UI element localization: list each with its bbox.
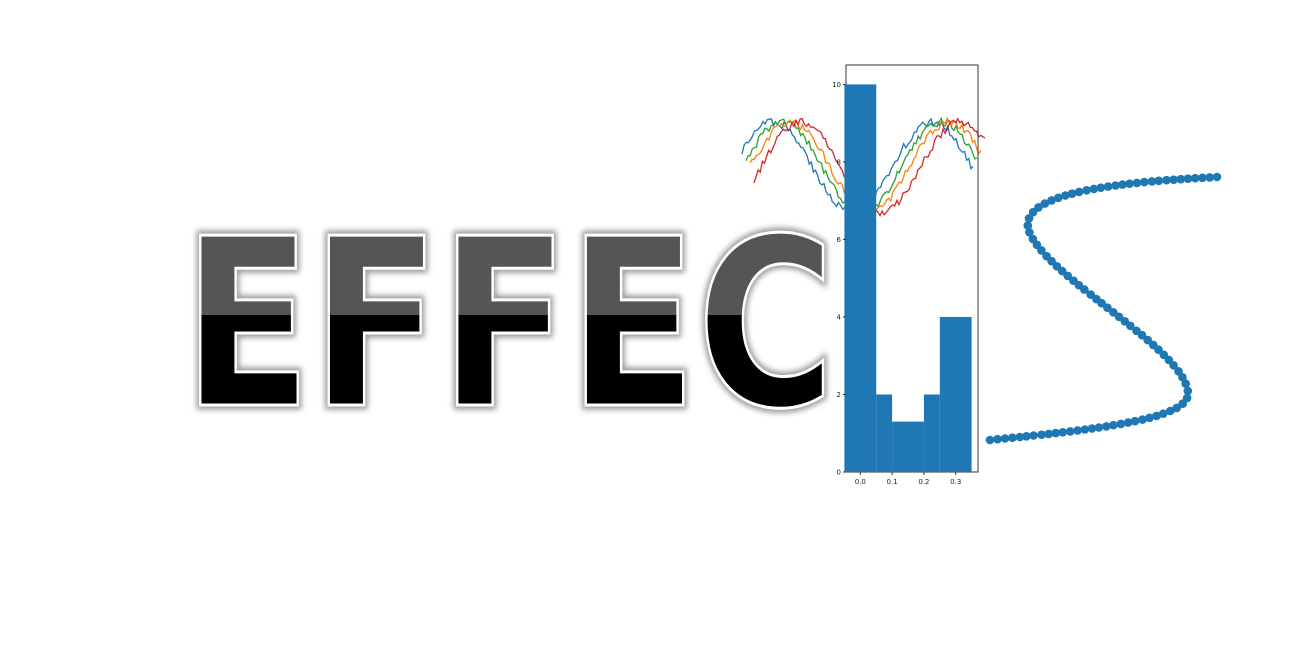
y-tick-label: 4 — [837, 313, 842, 321]
x-tick-label: 0.2 — [918, 478, 929, 486]
scatter-point — [1118, 180, 1127, 189]
scatter-point — [1096, 183, 1106, 192]
scatter-point — [1198, 173, 1207, 183]
histogram-x-ticks: 0.0 0.1 0.2 0.3 — [855, 472, 961, 486]
y-tick-label: 10 — [832, 81, 841, 89]
scatter-point — [1140, 177, 1149, 187]
scatter-point — [1152, 411, 1161, 421]
scatter-point — [1190, 173, 1200, 183]
scatter-point — [1165, 406, 1175, 416]
scatter-point — [1182, 393, 1192, 403]
scatter-point — [1023, 221, 1033, 230]
histogram-bar — [939, 316, 972, 472]
scatter-point — [1181, 379, 1190, 389]
scatter-point — [1103, 303, 1112, 313]
histogram-bar — [892, 421, 924, 472]
scatter-point — [1089, 184, 1099, 194]
scatter-point — [1065, 427, 1075, 436]
scatter-point — [1169, 175, 1178, 184]
scatter-point — [1086, 290, 1095, 299]
scatter-point — [1159, 350, 1169, 360]
wordmark-text: EFFEC — [183, 189, 835, 460]
scatter-point — [1022, 432, 1031, 441]
scatter-point — [1034, 203, 1043, 212]
scatter-point — [1015, 432, 1025, 442]
scatter-point — [1111, 181, 1120, 190]
scatter-point — [1125, 179, 1134, 188]
histogram-y-ticks: 0 2 4 6 8 10 — [832, 81, 846, 477]
scatter-point — [1000, 434, 1010, 443]
scatter-point — [1067, 189, 1077, 198]
scatter-point — [1154, 176, 1164, 186]
scatter-point — [1103, 182, 1113, 191]
scatter-point — [1176, 174, 1186, 184]
y-tick-label: 2 — [837, 391, 841, 399]
scatter-point — [1116, 419, 1126, 429]
x-tick-label: 0.1 — [887, 478, 898, 486]
x-tick-label: 0.0 — [855, 478, 866, 486]
scatter-point — [1028, 234, 1038, 244]
scatter-point — [1158, 409, 1168, 419]
scatter-point — [1174, 367, 1183, 376]
histogram-bar — [844, 84, 877, 472]
scatter-point — [1123, 418, 1133, 427]
scatter-point — [1025, 228, 1034, 237]
scatter-point — [1094, 423, 1104, 432]
scatter-point — [1058, 428, 1067, 437]
scatter-point — [1054, 193, 1063, 203]
scatter-point — [1061, 191, 1070, 200]
scatter-point — [1044, 429, 1053, 439]
wordmark: EFFEC EFFEC — [179, 185, 840, 465]
scatter-point — [1047, 196, 1056, 205]
scatter-point — [1138, 415, 1147, 424]
scatter-point — [1205, 173, 1214, 182]
scatter-point — [1037, 430, 1046, 440]
scatter-point — [1074, 187, 1084, 197]
scatter-point — [1008, 433, 1017, 443]
scatter-point — [1172, 403, 1181, 413]
scatter-point — [1069, 276, 1078, 286]
y-tick-label: 0 — [837, 469, 841, 477]
scatter-s-curve — [985, 172, 1222, 445]
x-tick-label: 0.3 — [950, 478, 961, 486]
histogram-bar — [876, 394, 893, 472]
scatter-point — [1029, 431, 1038, 440]
scatter-point — [1024, 214, 1034, 223]
scatter-point — [1042, 251, 1051, 261]
scatter-point — [1120, 317, 1130, 326]
scatter-point — [993, 434, 1002, 444]
scatter-point — [1162, 175, 1171, 185]
scatter-point — [985, 435, 995, 445]
scatter-point — [1147, 177, 1157, 186]
scatter-point — [1109, 420, 1118, 430]
scatter-point — [1212, 172, 1222, 182]
scatter-point — [1145, 413, 1154, 423]
histogram-bar — [923, 394, 940, 472]
histogram-chart: 0.0 0.1 0.2 0.3 0 2 4 6 8 10 — [832, 64, 979, 486]
scatter-point — [1183, 174, 1193, 183]
scatter-point — [1130, 416, 1140, 426]
scatter-point — [1080, 425, 1090, 434]
wordmark-glow: EFFEC — [183, 189, 835, 460]
scatter-point — [1143, 335, 1152, 345]
scatter-point — [1132, 178, 1142, 188]
histogram-bars — [844, 84, 972, 472]
y-tick-label: 6 — [837, 236, 842, 244]
scatter-point — [1051, 428, 1060, 438]
scatter-point — [1040, 199, 1050, 208]
scatter-point — [1052, 262, 1062, 271]
y-tick-label: 8 — [837, 158, 841, 166]
scatter-point — [1082, 186, 1091, 195]
scatter-point — [1109, 308, 1118, 317]
scatter-point — [1102, 422, 1111, 431]
scatter-point — [1087, 424, 1097, 433]
scatter-point — [1183, 386, 1193, 396]
scatter-point — [1132, 326, 1141, 336]
scatter-point — [1073, 426, 1082, 435]
